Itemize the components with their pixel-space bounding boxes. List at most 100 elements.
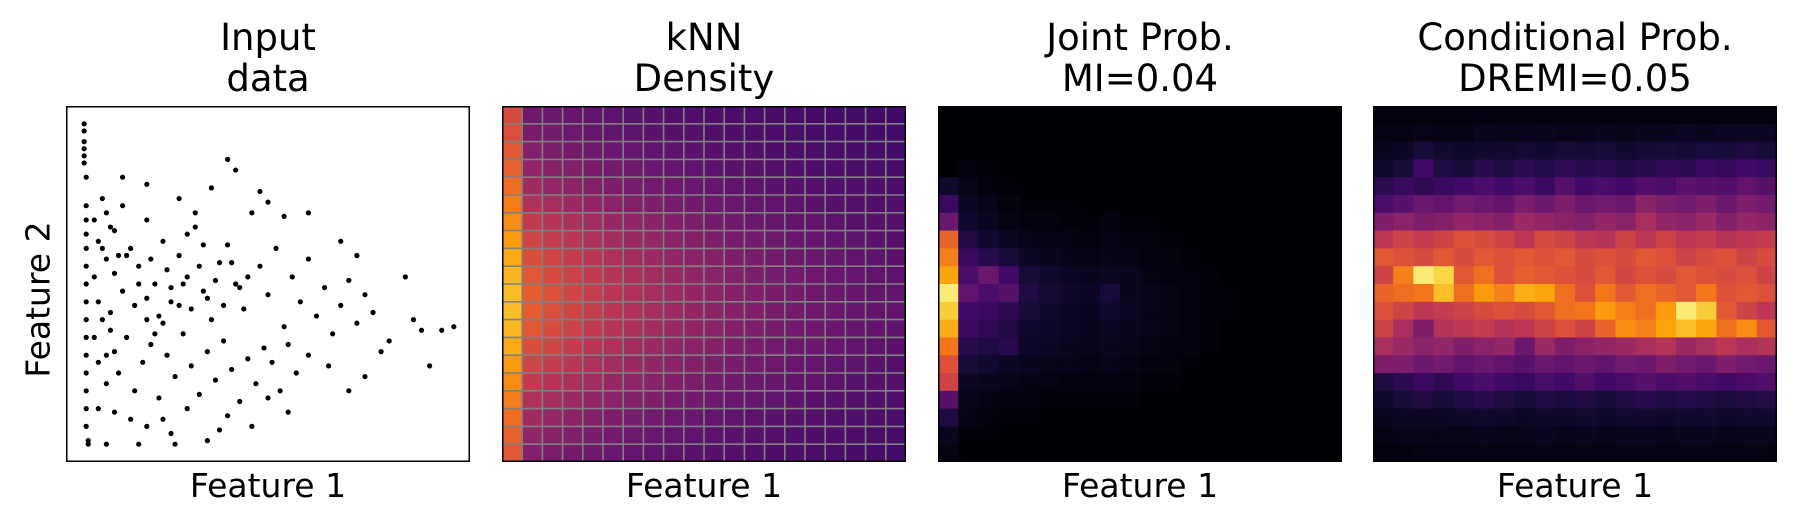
scatter-point xyxy=(362,292,368,298)
heatmap-cell xyxy=(1554,284,1576,303)
heatmap-cell xyxy=(825,159,846,178)
heatmap-cell xyxy=(1575,337,1596,356)
heatmap-cell xyxy=(744,141,766,160)
heatmap-cell xyxy=(1059,408,1080,427)
heatmap-cell xyxy=(1241,106,1262,125)
heatmap-cell xyxy=(1200,141,1222,160)
scatter-point xyxy=(103,256,109,262)
heatmap-cell xyxy=(1413,337,1435,356)
heatmap-cell xyxy=(958,284,979,303)
heatmap-cell xyxy=(1575,373,1596,392)
heatmap-cell xyxy=(1736,301,1758,321)
scatter-point xyxy=(237,284,243,291)
heatmap-cell xyxy=(1321,284,1342,303)
heatmap-cell xyxy=(1200,212,1222,232)
heatmap-cell xyxy=(683,195,705,214)
heatmap-cell xyxy=(1676,123,1697,143)
heatmap-cell xyxy=(704,248,725,267)
heatmap-cell xyxy=(582,284,604,303)
heatmap-cell xyxy=(998,266,1020,285)
heatmap-cell xyxy=(865,159,887,178)
heatmap-cell xyxy=(825,390,846,410)
scatter-point xyxy=(265,395,271,401)
heatmap-cell xyxy=(1453,355,1475,374)
heatmap-cell xyxy=(603,195,624,214)
heatmap-cell xyxy=(784,390,806,410)
scatter-point xyxy=(99,245,105,251)
scatter-point xyxy=(168,299,174,305)
heatmap-cell xyxy=(998,408,1020,427)
heatmap-cell xyxy=(1615,337,1637,356)
heatmap-cell xyxy=(542,106,564,125)
heatmap-cell xyxy=(623,212,644,232)
heatmap-cell xyxy=(1393,301,1414,321)
scatter-point xyxy=(451,324,457,330)
heatmap-cell xyxy=(1099,284,1121,303)
scatter-point xyxy=(225,156,231,162)
heatmap-cell xyxy=(1696,248,1717,267)
heatmap-cell xyxy=(663,177,685,196)
heatmap-cell xyxy=(1018,426,1040,445)
heatmap-cell xyxy=(1301,230,1323,249)
heatmap-cell xyxy=(784,355,806,374)
heatmap-cell xyxy=(958,319,979,338)
scatter-point xyxy=(103,352,109,358)
heatmap-cell xyxy=(744,123,766,143)
heatmap-cell xyxy=(1554,426,1576,445)
heatmap-cell xyxy=(1140,373,1161,392)
heatmap-cell xyxy=(1119,141,1141,160)
heatmap-cell xyxy=(744,159,766,178)
heatmap-cell xyxy=(603,408,624,427)
heatmap-cell xyxy=(1039,230,1060,249)
heatmap-cell xyxy=(1200,373,1222,392)
heatmap-cell xyxy=(805,212,826,232)
heatmap-cell xyxy=(522,106,543,125)
heatmap-cell xyxy=(1595,301,1616,321)
heatmap-cell xyxy=(1079,195,1101,214)
heatmap-cell xyxy=(1301,159,1323,178)
heatmap-cell xyxy=(1716,337,1738,356)
heatmap-cell xyxy=(623,177,644,196)
heatmap-cell xyxy=(1200,408,1222,427)
heatmap-cell xyxy=(1160,159,1181,178)
xlabel-scatter: Feature 1 xyxy=(189,466,347,505)
heatmap-cell xyxy=(1514,230,1536,249)
heatmap-cell xyxy=(1676,248,1697,267)
scatter-point xyxy=(249,423,255,429)
heatmap-cell xyxy=(1140,301,1161,321)
heatmap-cell xyxy=(1736,337,1758,356)
heatmap-cell xyxy=(1615,301,1637,321)
heatmap-cell xyxy=(998,230,1020,249)
heatmap-cell xyxy=(845,390,867,410)
heatmap-cell xyxy=(865,426,887,445)
xlabel-joint: Feature 1 xyxy=(1061,466,1219,505)
scatter-point xyxy=(330,331,336,337)
heatmap-cell xyxy=(1220,444,1242,462)
heatmap-cell xyxy=(1321,212,1342,232)
heatmap-cell xyxy=(938,319,959,338)
heatmap-cell xyxy=(1615,444,1637,462)
heatmap-cell xyxy=(542,230,564,249)
heatmap-cell xyxy=(1554,212,1576,232)
heatmap-cell xyxy=(1474,141,1495,160)
heatmap-cell xyxy=(1655,230,1677,249)
heatmap-cell xyxy=(643,284,665,303)
heatmap-cell xyxy=(1655,106,1677,125)
heatmap-cell xyxy=(1655,284,1677,303)
scatter-point xyxy=(285,409,291,415)
heatmap-cell xyxy=(1180,106,1202,125)
heatmap-cell xyxy=(1635,337,1657,356)
heatmap-cell xyxy=(825,106,846,125)
heatmap-cell xyxy=(865,408,887,427)
heatmap-cell xyxy=(1534,266,1556,285)
heatmap-cell xyxy=(1676,444,1697,462)
heatmap-cell xyxy=(1433,301,1455,321)
heatmap-cell xyxy=(1220,230,1242,249)
heatmap-cell xyxy=(1413,408,1435,427)
heatmap-cell xyxy=(1716,284,1738,303)
heatmap-cell xyxy=(1099,141,1121,160)
heatmap-cell xyxy=(1321,390,1342,410)
heatmap-cell xyxy=(1595,195,1616,214)
heatmap-cell xyxy=(603,248,624,267)
heatmap-cell xyxy=(1514,426,1536,445)
